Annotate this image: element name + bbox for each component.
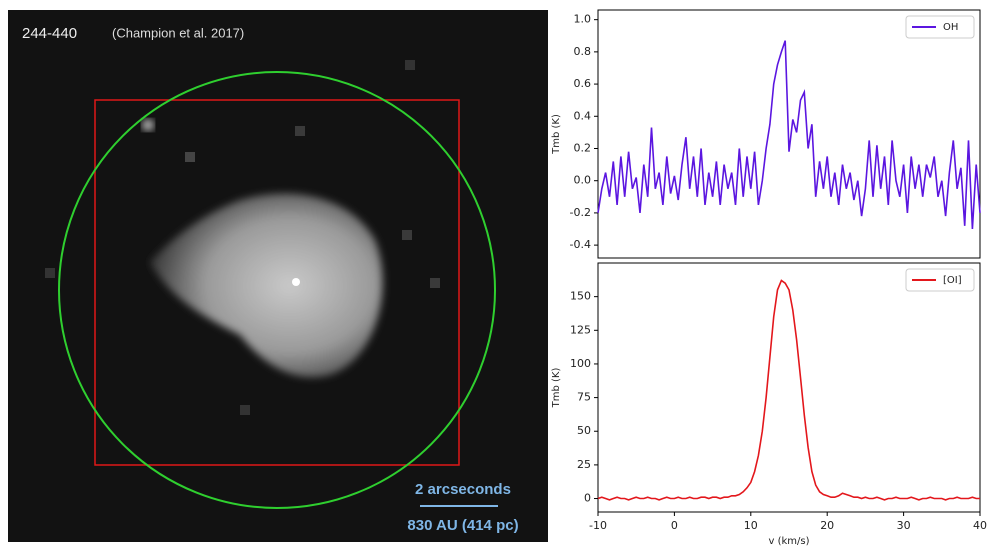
star [45, 268, 55, 278]
legend-label: OH [943, 22, 958, 33]
astro-image: 244-440 (Champion et al. 2017) 2 arcseco… [8, 10, 548, 542]
y-axis-label: Tmb (K) [551, 114, 562, 155]
y-tick-label: 0 [584, 492, 591, 505]
plot-frame [597, 9, 981, 259]
star [185, 152, 195, 162]
x-tick-label: 30 [897, 519, 911, 532]
legend-box [905, 268, 975, 292]
star [295, 126, 305, 136]
y-tick-label: 0.2 [574, 141, 592, 154]
plot-frame [597, 262, 981, 513]
star [430, 278, 440, 288]
x-tick-label: 20 [820, 519, 834, 532]
x-tick-label: 10 [744, 519, 758, 532]
star [405, 60, 415, 70]
nebula [150, 193, 383, 378]
y-tick-label: 150 [570, 290, 591, 303]
y-tick-label: 50 [577, 424, 591, 437]
x-tick-label: -10 [589, 519, 607, 532]
y-axis-label: Tmb (K) [551, 368, 562, 409]
scale-distance: 830 AU (414 pc) [407, 517, 518, 534]
y-tick-label: 75 [577, 391, 591, 404]
star [142, 119, 154, 131]
green-circle [58, 71, 496, 509]
series-line [597, 40, 981, 230]
y-tick-label: 0.8 [574, 45, 592, 58]
x-tick-label: 40 [973, 519, 987, 532]
y-tick-label: -0.4 [570, 238, 591, 251]
citation: (Champion et al. 2017) [112, 25, 244, 40]
y-tick-label: 1.0 [574, 13, 592, 26]
y-tick-label: 100 [570, 357, 591, 370]
x-tick-label: 0 [671, 519, 678, 532]
star [402, 230, 412, 240]
y-tick-label: 25 [577, 458, 591, 471]
scale-label: 2 arcseconds [415, 481, 511, 498]
y-tick-label: 125 [570, 323, 591, 336]
red-box [94, 99, 460, 466]
legend-label: [OI] [943, 275, 962, 286]
legend-box [905, 15, 975, 39]
y-tick-label: -0.2 [570, 206, 591, 219]
y-tick-label: 0.6 [574, 77, 592, 90]
star [292, 278, 300, 286]
x-axis-label: v (km/s) [768, 536, 809, 547]
y-tick-label: 0.0 [574, 174, 592, 187]
y-tick-label: 0.4 [574, 109, 592, 122]
series-line [597, 279, 980, 501]
star [240, 405, 250, 415]
object-label: 244-440 [22, 25, 77, 42]
